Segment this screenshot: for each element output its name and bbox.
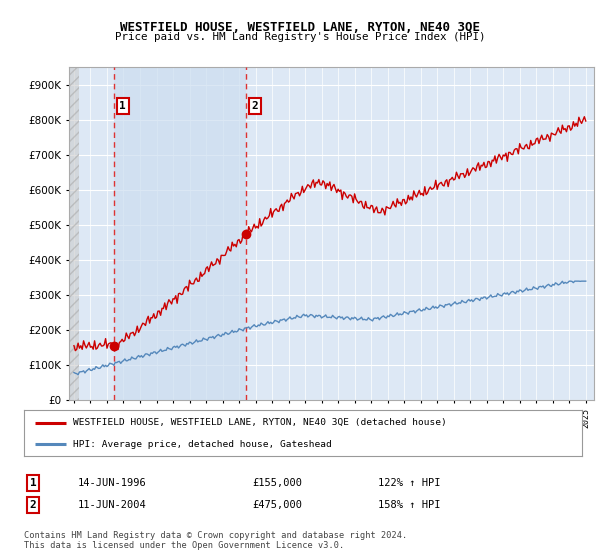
Text: £155,000: £155,000 — [252, 478, 302, 488]
Text: Contains HM Land Registry data © Crown copyright and database right 2024.
This d: Contains HM Land Registry data © Crown c… — [24, 531, 407, 550]
Text: HPI: Average price, detached house, Gateshead: HPI: Average price, detached house, Gate… — [73, 440, 332, 449]
Text: WESTFIELD HOUSE, WESTFIELD LANE, RYTON, NE40 3QE (detached house): WESTFIELD HOUSE, WESTFIELD LANE, RYTON, … — [73, 418, 447, 427]
Bar — [115, 67, 247, 400]
Bar — [69, 67, 79, 400]
Text: WESTFIELD HOUSE, WESTFIELD LANE, RYTON, NE40 3QE: WESTFIELD HOUSE, WESTFIELD LANE, RYTON, … — [120, 21, 480, 34]
Text: 11-JUN-2004: 11-JUN-2004 — [78, 500, 147, 510]
Text: 1: 1 — [119, 101, 126, 111]
Text: Price paid vs. HM Land Registry's House Price Index (HPI): Price paid vs. HM Land Registry's House … — [115, 32, 485, 43]
Text: 1: 1 — [29, 478, 37, 488]
Text: 2: 2 — [29, 500, 37, 510]
Text: £475,000: £475,000 — [252, 500, 302, 510]
Text: 2: 2 — [251, 101, 258, 111]
Text: 14-JUN-1996: 14-JUN-1996 — [78, 478, 147, 488]
Text: 122% ↑ HPI: 122% ↑ HPI — [378, 478, 440, 488]
Text: 158% ↑ HPI: 158% ↑ HPI — [378, 500, 440, 510]
